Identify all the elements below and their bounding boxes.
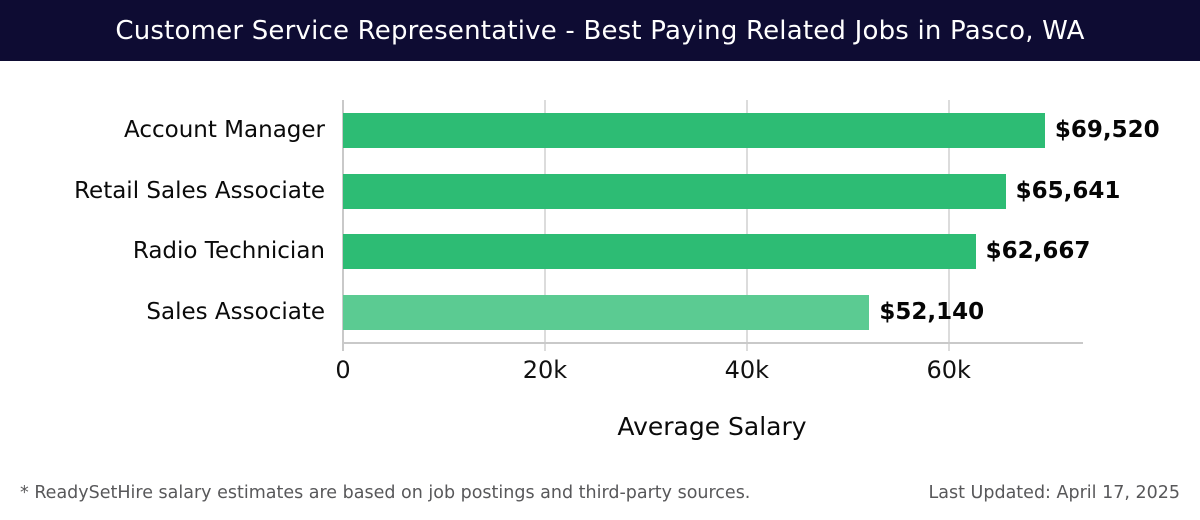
bar-value-label: $65,641 bbox=[1015, 177, 1121, 204]
x-tick-label: 0 bbox=[335, 356, 351, 384]
gridline-vertical bbox=[947, 100, 950, 351]
footer-disclaimer: * ReadySetHire salary estimates are base… bbox=[20, 483, 751, 503]
gridline-vertical bbox=[543, 100, 546, 351]
category-label: Retail Sales Associate bbox=[74, 177, 325, 204]
x-tick-label: 60k bbox=[926, 356, 971, 384]
bar bbox=[343, 295, 870, 331]
chart-title: Customer Service Representative - Best P… bbox=[115, 15, 1085, 46]
bar-value-label: $52,140 bbox=[879, 299, 985, 326]
bar bbox=[343, 173, 1006, 209]
bar-value-label: $62,667 bbox=[985, 238, 1091, 265]
bar bbox=[343, 112, 1045, 148]
x-axis-title: Average Salary bbox=[617, 412, 807, 441]
bar bbox=[343, 234, 976, 270]
footer-last-updated: Last Updated: April 17, 2025 bbox=[928, 483, 1180, 503]
bar-value-label: $69,520 bbox=[1054, 116, 1160, 143]
category-label: Radio Technician bbox=[132, 238, 325, 265]
x-tick-label: 20k bbox=[522, 356, 568, 384]
x-axis-line bbox=[342, 342, 1083, 344]
category-label: Account Manager bbox=[124, 116, 325, 143]
x-tick-label: 40k bbox=[724, 356, 770, 384]
gridline-vertical bbox=[745, 100, 748, 351]
category-label: Sales Associate bbox=[146, 299, 325, 326]
title-banner: Customer Service Representative - Best P… bbox=[0, 0, 1200, 61]
y-axis-line bbox=[342, 100, 344, 351]
